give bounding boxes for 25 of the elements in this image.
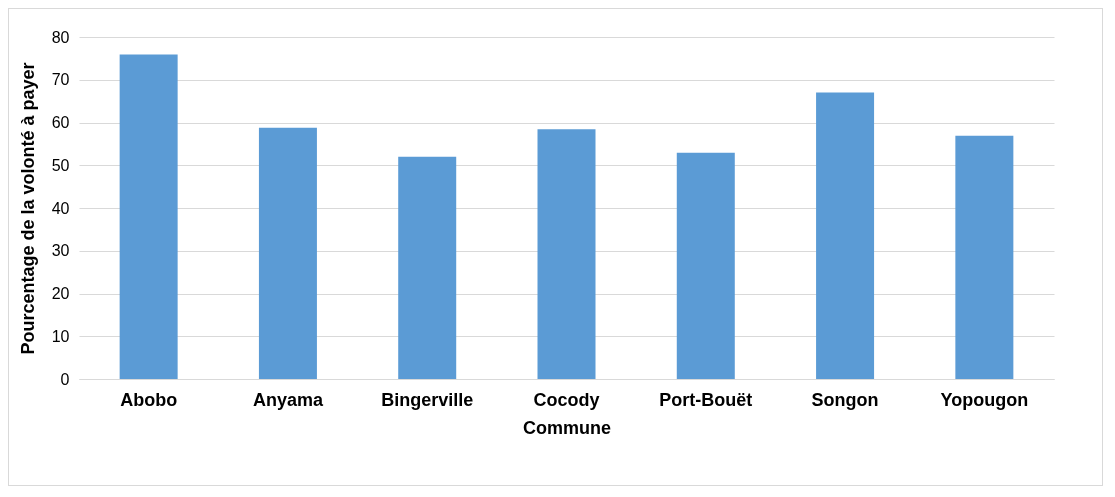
x-tick-label: Yopougon <box>940 389 1029 410</box>
y-tick-label: 70 <box>51 71 70 89</box>
y-tick-label: 60 <box>51 114 70 131</box>
y-axis-title: Pourcentage de la volonté à payer <box>17 62 38 355</box>
x-tick-label: Cocody <box>533 389 600 410</box>
bar <box>398 156 457 379</box>
x-tick-label: Anyama <box>252 389 324 410</box>
y-tick-label: 50 <box>51 156 70 174</box>
x-axis-title: Commune <box>522 417 612 438</box>
bar <box>955 135 1014 379</box>
y-tick-label: 40 <box>51 199 70 217</box>
bar <box>676 152 735 379</box>
x-tick-label: Songon <box>811 389 879 410</box>
y-tick-label: 30 <box>51 242 70 260</box>
x-tick-label: Abobo <box>120 389 178 410</box>
y-tick-label: 20 <box>51 285 70 302</box>
y-tick-label: 0 <box>60 370 70 388</box>
x-tick-label: Bingerville <box>381 389 474 410</box>
bar <box>537 129 596 379</box>
y-tick-label: 10 <box>51 327 70 345</box>
bar <box>816 92 875 379</box>
x-tick-label: Port-Bouët <box>659 389 753 410</box>
bar <box>258 127 317 379</box>
y-tick-label: 80 <box>51 28 70 46</box>
bar <box>119 54 178 379</box>
